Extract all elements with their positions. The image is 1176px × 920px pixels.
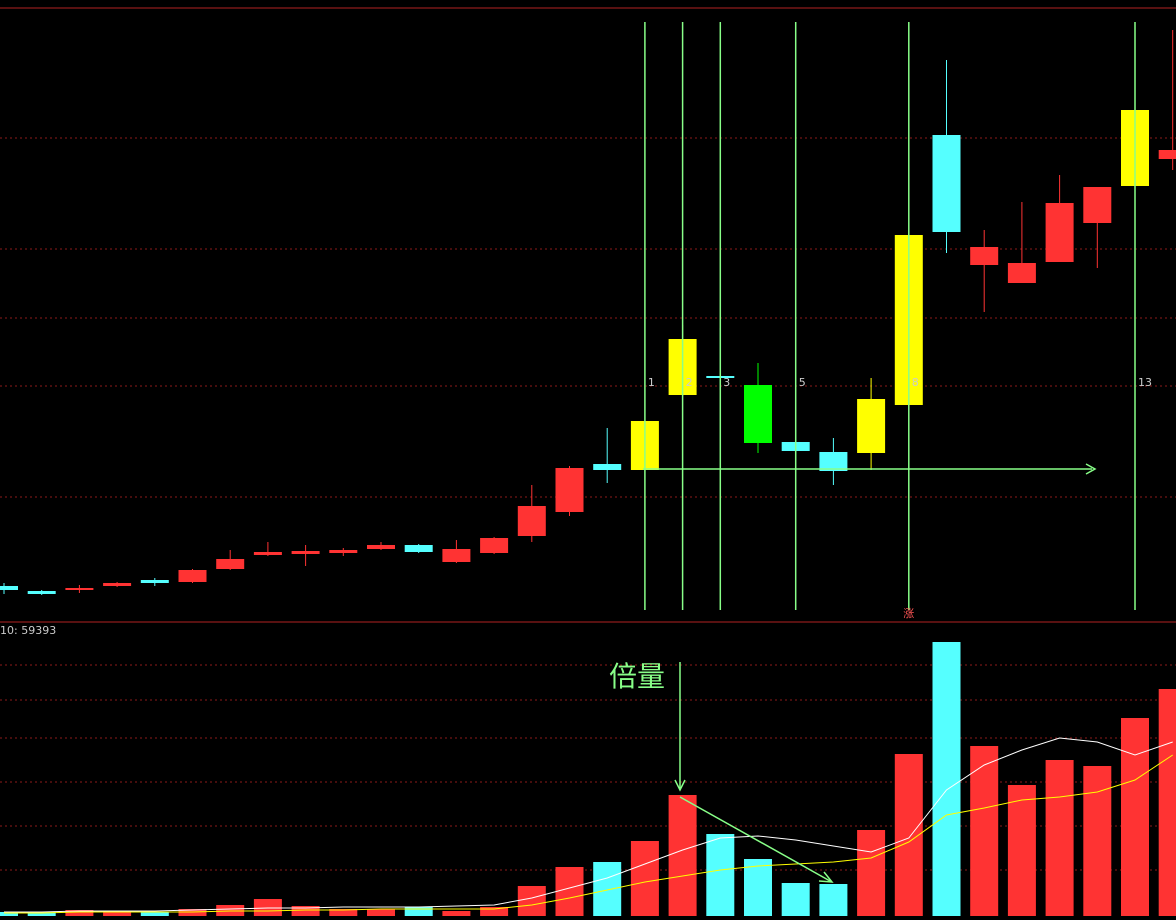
volume-bar <box>932 642 961 916</box>
volume-ma-line <box>4 737 1173 913</box>
annotation: 倍量 <box>609 660 665 693</box>
candle-body <box>1083 187 1112 223</box>
volume-bar <box>857 830 886 916</box>
candle-body <box>442 549 471 562</box>
candle-body <box>329 550 358 553</box>
candle-body <box>857 399 886 453</box>
grid <box>0 137 1176 871</box>
candle-body <box>1158 150 1176 159</box>
volume-bar <box>291 906 320 916</box>
volume-bar <box>593 862 622 916</box>
volume-label: 10: 59393 <box>0 624 56 637</box>
fib-label: 8 <box>912 376 919 389</box>
volume-bar <box>1007 785 1036 916</box>
volume-bar <box>781 883 810 916</box>
candle-body <box>744 385 772 443</box>
volume-bar <box>970 746 999 916</box>
volume-bar <box>367 909 395 916</box>
candle-body <box>404 545 433 552</box>
candle-body <box>555 468 584 512</box>
fib-label: 2 <box>686 376 693 389</box>
volume-bar <box>819 884 848 916</box>
arrow-head <box>1085 463 1097 475</box>
volume-bar <box>706 834 735 916</box>
candle-body <box>970 247 999 265</box>
fib-label: 1 <box>648 376 655 389</box>
volume-bar <box>555 867 584 916</box>
candle-body <box>216 559 245 569</box>
arrow <box>679 796 831 882</box>
candle-body <box>103 583 132 586</box>
candle-body <box>367 545 395 549</box>
candle-body <box>593 464 622 470</box>
arrow-head <box>674 779 686 792</box>
volume-bar <box>140 912 169 916</box>
fib-label: 5 <box>799 376 806 389</box>
volume-bar <box>1158 689 1176 916</box>
fib-label: 3 <box>723 376 730 389</box>
rise-marker: 涨 <box>903 607 914 620</box>
volume-bar <box>1045 760 1074 916</box>
volume-bar <box>404 907 433 916</box>
candle-body <box>1007 263 1036 283</box>
arrow-head <box>818 871 834 883</box>
volume-bar <box>517 886 546 916</box>
candle-body <box>291 551 320 554</box>
volume-bar <box>329 909 358 916</box>
candle-body <box>140 580 169 583</box>
volume-bar <box>442 911 471 916</box>
volume-bar <box>103 912 132 916</box>
candle-body <box>932 135 961 232</box>
candle-body <box>480 538 509 553</box>
candle-body <box>1045 203 1074 262</box>
volume-bar <box>480 907 509 916</box>
volume-bar <box>65 910 94 916</box>
volume-bar <box>1083 766 1112 916</box>
volume-bar <box>630 841 659 916</box>
candle-body <box>27 591 56 594</box>
marks: 1 2 3 5 8 13 涨 <box>0 22 1176 916</box>
volume-bar <box>27 912 56 916</box>
candle-body <box>517 506 546 536</box>
overlay <box>643 463 1097 883</box>
volume-ma-line <box>4 754 1173 914</box>
volume-bar <box>668 795 697 916</box>
volume-bar <box>0 912 18 916</box>
candle-body <box>819 452 848 471</box>
candle-body <box>253 552 282 555</box>
candle-body <box>65 588 94 590</box>
volume-bar <box>1121 718 1149 916</box>
candle-body <box>0 586 18 590</box>
volume-bar <box>744 859 772 916</box>
candle-body <box>178 570 207 582</box>
fib-label: 13 <box>1138 376 1152 389</box>
